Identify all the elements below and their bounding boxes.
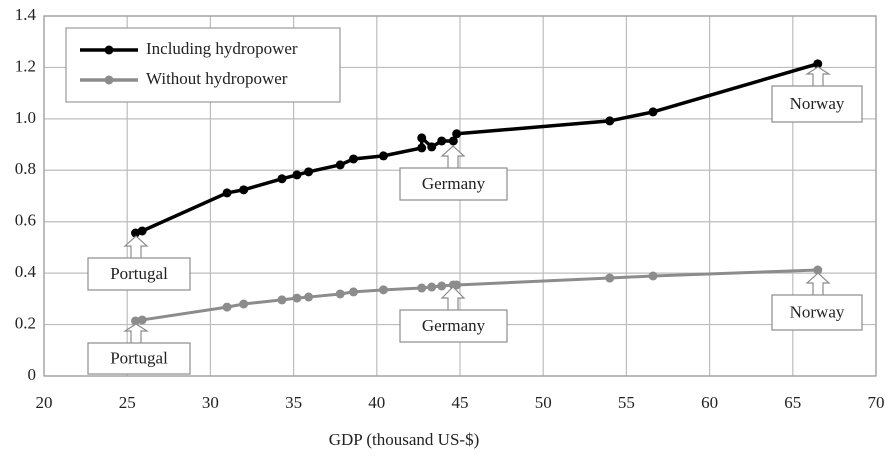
data-point [304,292,314,302]
legend-box [65,27,341,103]
data-point [448,136,458,146]
data-point [437,281,447,291]
data-point [648,107,658,117]
callout-box [399,167,508,201]
data-point [222,188,232,198]
legend-marker [104,75,114,85]
data-point [292,170,302,180]
data-point [605,116,615,126]
data-point [222,302,232,312]
callout-label: Portugal [110,264,168,283]
x-tick-label: 30 [202,393,219,412]
plot-frame [43,15,877,377]
data-point [427,282,437,292]
callout-box [87,257,191,291]
data-point [378,285,388,295]
data-point [239,185,249,195]
x-tick-label: 60 [701,393,718,412]
data-point [417,133,427,143]
data-point [378,151,388,161]
x-tick-label: 35 [285,393,302,412]
legend-label: Without hydropower [146,69,288,88]
callout-arrow [804,66,832,88]
legend-marker [104,45,114,55]
x-tick-label: 65 [784,393,801,412]
y-tick-label: 0.2 [15,313,36,332]
data-point [239,299,249,309]
callout-label: Norway [790,94,845,113]
x-axis-label: GDP (thousand US-$) [329,430,479,449]
data-point [813,59,823,69]
x-tick-label: 45 [452,393,469,412]
data-point [335,289,345,299]
callout-arrow [805,272,831,297]
callout-label: Portugal [110,348,168,367]
data-point [605,273,615,283]
y-tick-label: 0.4 [15,262,37,281]
data-point [277,295,287,305]
callout-box [399,309,508,343]
legend-label: Including hydropower [146,39,298,58]
x-tick-label: 55 [618,393,635,412]
y-tick-label: 0 [28,365,37,384]
data-point [131,316,141,326]
data-point [452,280,462,290]
callout-box [771,294,863,331]
data-point [417,143,427,153]
callout-label: Germany [422,174,486,193]
y-tick-label: 1.4 [15,5,37,24]
x-tick-label: 20 [36,393,53,412]
y-tick-label: 1.0 [15,108,36,127]
x-tick-label: 40 [368,393,385,412]
x-tick-label: 25 [119,393,136,412]
data-point [335,160,345,170]
y-tick-label: 0.8 [15,159,36,178]
callout-arrow [440,145,466,170]
callout-box [87,342,191,375]
data-point [304,167,314,177]
data-point [349,154,359,164]
data-point [349,287,359,297]
data-point [427,142,437,152]
data-point [648,271,658,281]
data-point [417,283,427,293]
callout-arrow [122,323,150,345]
callout-arrow [440,286,466,312]
data-point [277,174,287,184]
x-tick-label: 70 [868,393,885,412]
callout-box [771,85,863,123]
data-point [437,136,447,146]
data-point [452,129,462,139]
x-tick-label: 50 [535,393,552,412]
callout-label: Germany [422,316,486,335]
y-tick-label: 0.6 [15,211,36,230]
data-point [137,315,147,325]
data-point [292,293,302,303]
data-point [813,265,823,275]
y-tick-label: 1.2 [15,56,36,75]
callout-label: Norway [790,302,845,321]
callout-arrow [123,235,149,260]
data-point [137,226,147,236]
